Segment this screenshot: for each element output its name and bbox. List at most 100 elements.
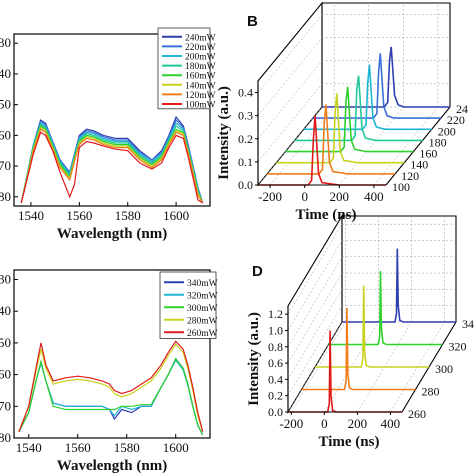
panel-a-ytick-label: -60 [0, 127, 11, 142]
panel-b-ytick-label: 0.3 [238, 109, 253, 123]
panel-b-xlabel: Time (ns) [296, 207, 357, 223]
panel-c-xtick-label: 1540 [16, 440, 42, 455]
panel-c-xlabel: Wavelength (nm) [57, 458, 167, 474]
panel-a-xtick-label: 1540 [18, 208, 44, 223]
panel-d-ytick-label: 0.0 [268, 405, 283, 419]
panel-d-grid-line [287, 289, 343, 380]
panel-d-depth-label: 280 [422, 385, 440, 399]
panel-d-xtick-label: 0 [321, 416, 328, 431]
panel-a-frame [13, 33, 211, 207]
panel-a-xtick-label: 1600 [163, 208, 189, 223]
panel-d-grid-line [287, 256, 343, 347]
panel-c-ytick-label: -60 [0, 367, 11, 382]
panel-a-xtick-label: 1580 [115, 208, 141, 223]
panel-b-ytick-label: 0.2 [238, 132, 253, 146]
panel-d-depth-label: 300 [435, 362, 453, 376]
panel-d-grid-line [287, 240, 343, 331]
panel-b-depth-label: 140 [410, 158, 428, 172]
panel-d-ytick-label: 0.6 [268, 356, 283, 370]
panel-d-grid-line [287, 224, 343, 315]
panel-d-ylabel: Intensity (a.u.) [246, 312, 262, 406]
panel-b-grid-line [257, 60, 323, 139]
panel-c: 1540 1560 1580 1600 -30 -40 -50 -60 -70 -80 Wavele… [0, 269, 218, 474]
panel-b-grid-line [257, 106, 323, 186]
panel-b-depth-label: 180 [429, 135, 447, 149]
panel-d-ytick-label: 0.4 [268, 372, 283, 386]
panel-c-legend-label: 280mW [187, 316, 218, 326]
panel-b-grid-line [257, 14, 323, 93]
panel-b-xtick-label: 400 [364, 189, 384, 204]
panel-c-legend-label: 340mW [187, 279, 218, 289]
panel-a-ytick-label: -70 [0, 158, 11, 173]
panel-a-legend-label: 240mW [185, 33, 216, 43]
panel-b-trace-140 [276, 93, 405, 164]
panel-d-trace-340 [342, 248, 456, 323]
panel-c-ytick-label: -70 [0, 398, 11, 413]
panel-b-trace-160 [285, 86, 414, 153]
panel-d-left-wall [287, 214, 343, 414]
panel-d-depth-label: 320 [449, 340, 467, 354]
panel-b-trace-180 [294, 75, 423, 142]
panel-a-ytick-label: -40 [0, 66, 11, 81]
panel-c-series-300mW [18, 357, 204, 436]
panel-b-ytick-label: 0.1 [238, 155, 253, 169]
panel-b-grid-line [257, 37, 323, 116]
panel-b-grid-line [304, 106, 369, 186]
panel-a-legend-label: 100mW [185, 101, 216, 111]
panel-b: B 0.0 0.1 0.2 0.3 0.4 -200 0 200 400 Time (ns) Int… [216, 1, 468, 223]
panel-c-series-280mW [18, 343, 204, 432]
panel-c-ytick-label: -40 [0, 303, 11, 318]
panel-a-legend-label: 160mW [185, 72, 216, 82]
panel-b-grid-line [339, 106, 404, 186]
panel-d-depth-label: 34 [462, 317, 474, 331]
panel-c-legend-label: 260mW [187, 329, 218, 339]
panel-c-xtick-label: 1560 [65, 440, 91, 455]
panel-b-depth-label: 220 [447, 113, 465, 127]
panel-d-trace-260 [288, 330, 402, 413]
panel-c-xtick-label: 1580 [114, 440, 140, 455]
panel-b-grid-line [257, 83, 323, 163]
panel-d-trace-280 [301, 307, 416, 391]
panel-c-series-320mW [18, 359, 204, 436]
panel-c-series-260mW [18, 340, 204, 432]
panel-a-legend-label: 120mW [185, 91, 216, 101]
panel-d-trace-300 [315, 285, 429, 368]
panel-a-legend-label: 220mW [185, 43, 216, 53]
panel-d-xlabel: Time (ns) [319, 434, 380, 450]
panel-b-ylabel: Intensity (a.u.) [216, 86, 232, 180]
panel-a-ytick-label: -80 [0, 189, 11, 204]
panel-a-series-100mW [20, 131, 204, 204]
panel-c-ytick-label: -30 [0, 272, 11, 287]
panel-b-letter: B [247, 13, 258, 30]
panel-a-ytick-label: -30 [0, 35, 11, 50]
panel-b-trace-220 [312, 53, 441, 119]
panel-d-xtick-label: 200 [348, 416, 368, 431]
panel-b-floor-edge [385, 106, 451, 186]
panel-c-ytick-label: -80 [0, 430, 11, 445]
panel-a-legend-label: 200mW [185, 53, 216, 63]
panel-a-xtick-label: 1560 [66, 208, 92, 223]
panel-d-ytick-label: 1.2 [268, 307, 283, 321]
panel-d-xtick-label: -200 [279, 416, 303, 431]
panel-b-xtick-label: 0 [301, 189, 308, 204]
panel-b-ytick-label: 0.4 [238, 86, 253, 100]
panel-c-legend-label: 320mW [187, 291, 218, 301]
panel-b-trace-200 [303, 64, 432, 131]
panel-b-depth-label: 200 [438, 124, 456, 138]
panel-a-ytick-label: -50 [0, 97, 11, 112]
panel-a-legend-label: 180mW [185, 62, 216, 72]
panel-c-frame [13, 269, 211, 439]
panel-c-xtick-label: 1600 [163, 440, 189, 455]
panel-a: 1540 1560 1580 1600 -30 -40 -50 -60 -70 -80 Wavele… [0, 27, 216, 242]
panel-b-grid-line [269, 106, 335, 186]
panel-c-legend-label: 300mW [187, 304, 218, 314]
panel-d-depth-label: 260 [408, 407, 426, 421]
panel-a-xlabel: Wavelength (nm) [57, 226, 167, 242]
panel-d-grid-line [287, 272, 343, 364]
panel-a-series-120mW [20, 128, 204, 204]
panel-d-xtick-label: 400 [381, 416, 401, 431]
panel-b-depth-label: 24 [456, 102, 468, 116]
panel-d-grid-line [287, 305, 343, 396]
